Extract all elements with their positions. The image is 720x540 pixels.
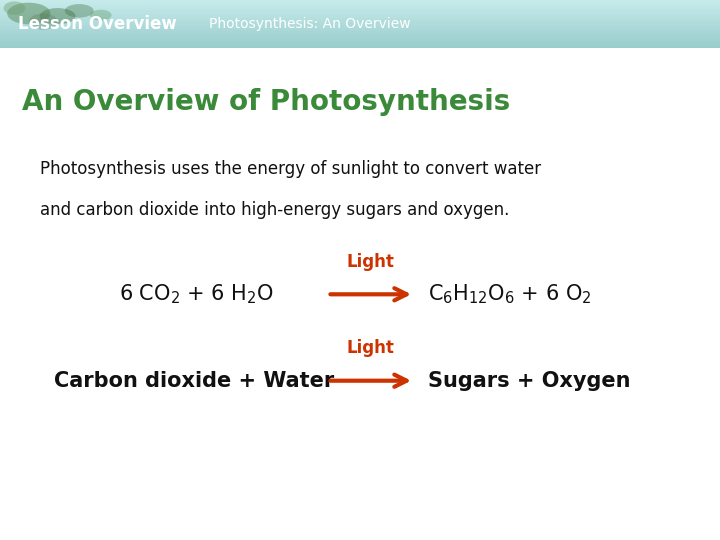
Bar xyxy=(0,10,720,11)
Bar xyxy=(0,28,720,29)
Bar xyxy=(0,27,720,28)
Bar xyxy=(0,12,720,13)
Ellipse shape xyxy=(90,10,112,21)
Bar xyxy=(0,2,720,3)
Bar xyxy=(0,24,720,25)
Bar xyxy=(0,39,720,40)
Bar xyxy=(0,22,720,23)
Bar xyxy=(0,13,720,14)
Ellipse shape xyxy=(7,3,50,24)
Bar xyxy=(0,3,720,4)
Ellipse shape xyxy=(65,4,94,17)
Bar xyxy=(0,4,720,5)
Bar xyxy=(0,15,720,16)
Bar xyxy=(0,21,720,22)
Bar xyxy=(0,41,720,42)
Bar xyxy=(0,45,720,46)
Bar xyxy=(0,0,720,1)
Text: An Overview of Photosynthesis: An Overview of Photosynthesis xyxy=(22,88,510,116)
Ellipse shape xyxy=(29,14,58,30)
Bar xyxy=(0,18,720,19)
Text: and carbon dioxide into high-energy sugars and oxygen.: and carbon dioxide into high-energy suga… xyxy=(40,201,509,219)
Bar xyxy=(0,47,720,48)
Bar xyxy=(0,14,720,15)
Bar xyxy=(0,37,720,38)
Bar xyxy=(0,11,720,12)
Bar xyxy=(0,40,720,41)
Text: Carbon dioxide + Water: Carbon dioxide + Water xyxy=(54,370,334,391)
Bar xyxy=(0,44,720,45)
Bar xyxy=(0,30,720,31)
Bar xyxy=(0,1,720,2)
Bar xyxy=(0,20,720,21)
Text: Photosynthesis: An Overview: Photosynthesis: An Overview xyxy=(209,17,410,31)
Bar xyxy=(0,6,720,7)
Text: Lesson Overview: Lesson Overview xyxy=(18,15,176,33)
Bar xyxy=(0,31,720,32)
Text: Photosynthesis uses the energy of sunlight to convert water: Photosynthesis uses the energy of sunlig… xyxy=(40,160,541,179)
Bar xyxy=(0,19,720,20)
Bar xyxy=(0,33,720,35)
Bar xyxy=(0,5,720,6)
Bar xyxy=(0,8,720,9)
Bar xyxy=(0,26,720,27)
Bar xyxy=(0,38,720,39)
Bar xyxy=(0,29,720,30)
Bar xyxy=(0,46,720,47)
Bar xyxy=(0,7,720,8)
Bar xyxy=(0,36,720,37)
Text: Sugars + Oxygen: Sugars + Oxygen xyxy=(428,370,631,391)
Bar xyxy=(0,9,720,10)
Bar xyxy=(0,32,720,33)
Ellipse shape xyxy=(4,2,25,15)
Bar xyxy=(0,25,720,26)
Bar xyxy=(0,17,720,18)
Bar xyxy=(0,42,720,43)
Bar xyxy=(0,35,720,36)
Bar xyxy=(0,23,720,24)
Bar xyxy=(0,43,720,44)
Text: C$_6$H$_{12}$O$_6$ + 6 O$_2$: C$_6$H$_{12}$O$_6$ + 6 O$_2$ xyxy=(428,282,592,306)
Text: 6 CO$_2$ + 6 H$_2$O: 6 CO$_2$ + 6 H$_2$O xyxy=(119,282,274,306)
Ellipse shape xyxy=(40,8,76,24)
Text: Light: Light xyxy=(347,339,395,357)
Bar xyxy=(0,16,720,17)
Text: Light: Light xyxy=(347,253,395,271)
